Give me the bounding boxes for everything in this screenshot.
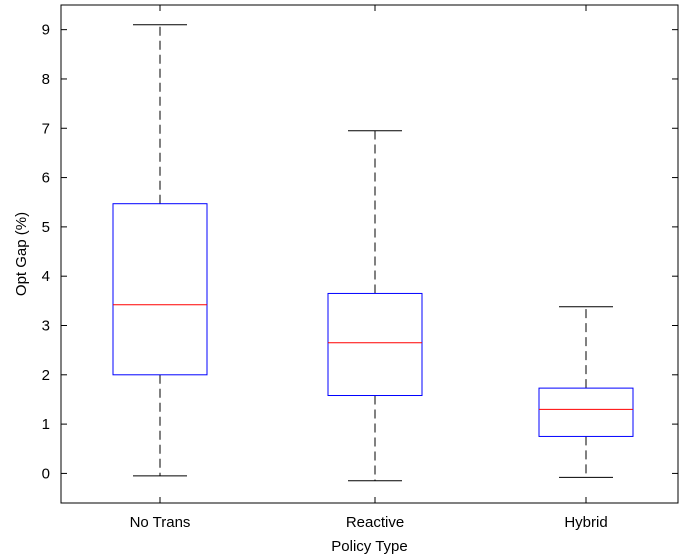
y-tick-label: 5 — [42, 219, 50, 236]
box-no-trans — [112, 24, 208, 477]
y-tick-label: 7 — [42, 120, 50, 137]
iqr-box — [327, 292, 423, 397]
x-tick-label: Reactive — [346, 514, 404, 531]
box-reactive — [327, 130, 423, 482]
y-tick-label: 4 — [42, 268, 50, 285]
y-tick-label: 8 — [42, 71, 50, 88]
y-tick-label: 3 — [42, 317, 50, 334]
y-axis-label: Opt Gap (%) — [13, 212, 30, 296]
y-tick-label: 2 — [42, 367, 50, 384]
y-tick-label: 0 — [42, 465, 50, 482]
x-tick-label: Hybrid — [564, 514, 607, 531]
box-hybrid — [538, 306, 634, 478]
iqr-box — [112, 203, 208, 376]
y-tick-label: 6 — [42, 170, 50, 187]
y-tick-label: 9 — [42, 22, 50, 39]
y-tick-label: 1 — [42, 416, 50, 433]
x-axis-label: Policy Type — [331, 538, 407, 555]
x-tick-label: No Trans — [130, 514, 191, 531]
iqr-box — [538, 387, 634, 437]
plot-frame — [60, 4, 679, 504]
